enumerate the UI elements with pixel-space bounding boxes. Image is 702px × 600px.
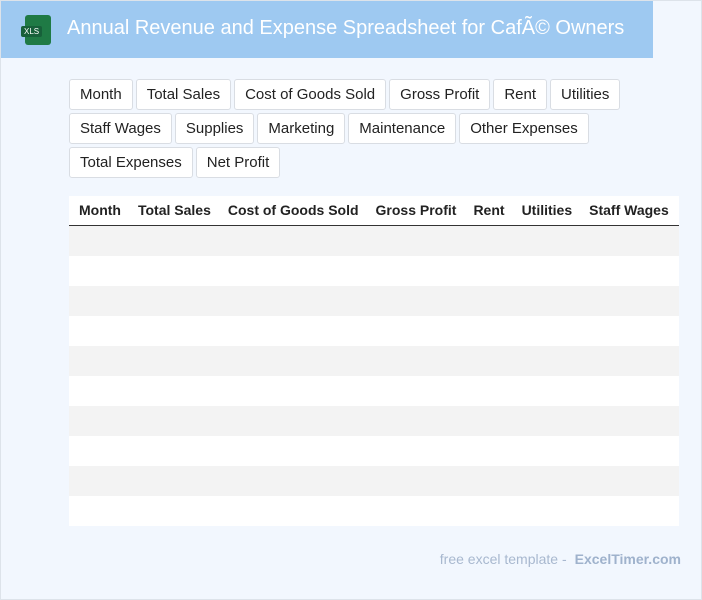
table-row [69, 346, 679, 376]
column-button[interactable]: Rent [493, 79, 548, 110]
column-header: Utilities [521, 202, 573, 218]
column-button[interactable]: Net Profit [195, 147, 281, 178]
table-body [69, 226, 679, 526]
table-row [69, 256, 679, 286]
table-row [69, 286, 679, 316]
column-header: Staff Wages [589, 202, 669, 218]
column-button[interactable]: Marketing [257, 113, 346, 144]
xls-icon: XLS [21, 15, 51, 45]
table-row [69, 376, 679, 406]
table-row [69, 316, 679, 346]
table-row [69, 496, 679, 526]
footer: free excel template - ExcelTimer.com [440, 551, 681, 567]
column-button[interactable]: Staff Wages [69, 113, 172, 144]
column-button[interactable]: Maintenance [348, 113, 457, 144]
column-button[interactable]: Cost of Goods Sold [234, 79, 387, 110]
column-header: Month [79, 202, 121, 218]
footer-link[interactable]: ExcelTimer.com [574, 551, 681, 567]
column-buttons: Month Total Sales Cost of Goods Sold Gross … [69, 79, 629, 178]
icon-label: XLS [21, 26, 43, 37]
table-row [69, 406, 679, 436]
column-header: Rent [473, 202, 505, 218]
column-button[interactable]: Total Sales [135, 79, 232, 110]
column-button[interactable]: Utilities [550, 79, 621, 110]
column-header: Gross Profit [375, 202, 457, 218]
column-button[interactable]: Other Expenses [459, 113, 589, 144]
column-header: Cost of Goods Sold [227, 202, 359, 218]
table-header: Month Total Sales Cost of Goods Sold Gross … [69, 196, 679, 226]
table-row [69, 226, 679, 256]
table-row [69, 436, 679, 466]
data-table: Month Total Sales Cost of Goods Sold Gross … [69, 196, 679, 526]
column-button[interactable]: Gross Profit [389, 79, 491, 110]
column-header: Total Sales [137, 202, 211, 218]
table-row [69, 466, 679, 496]
column-button[interactable]: Total Expenses [69, 147, 193, 178]
title-bar: XLS Annual Revenue and Expense Spreadshe… [1, 1, 653, 58]
column-button[interactable]: Supplies [174, 113, 255, 144]
column-button[interactable]: Month [69, 79, 133, 110]
column-header: Supplies [676, 196, 679, 225]
page-title: Annual Revenue and Expense Spreadsheet f… [67, 17, 625, 39]
footer-text: free excel template - [439, 551, 567, 567]
